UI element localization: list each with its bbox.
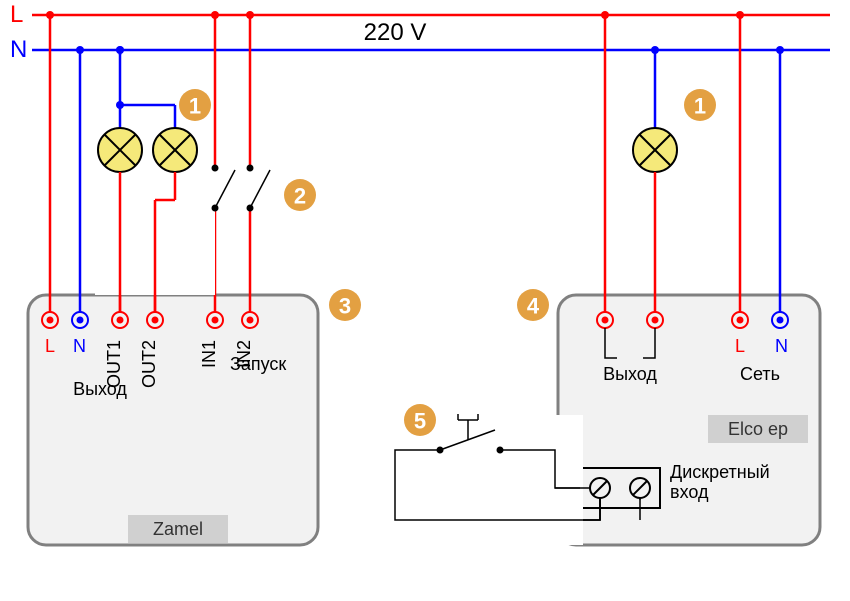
svg-text:N: N — [73, 336, 86, 356]
badge-4: 4 — [517, 289, 549, 321]
elco-L: L — [735, 336, 745, 356]
bus-L-label: L — [10, 1, 23, 28]
bus-N-label: N — [10, 36, 27, 63]
svg-text:5: 5 — [414, 409, 426, 434]
badge-1b: 1 — [684, 89, 716, 121]
elco-brand: Elco ep — [728, 419, 788, 439]
badge-1a: 1 — [179, 89, 211, 121]
svg-text:OUT2: OUT2 — [139, 340, 159, 388]
zamel-brand: Zamel — [153, 519, 203, 539]
elco-disc-label: Дискретный — [670, 462, 770, 482]
svg-text:4: 4 — [527, 294, 540, 319]
svg-text:IN2: IN2 — [234, 340, 254, 368]
svg-text:OUT1: OUT1 — [104, 340, 124, 388]
module-elco: Elco ep Выход Сеть L N Дискретный вход — [558, 295, 820, 545]
badge-3: 3 — [329, 289, 361, 321]
bus-voltage: 220 V — [364, 19, 427, 46]
svg-text:IN1: IN1 — [199, 340, 219, 368]
wiring-diagram: L N 220 V Zamel Выход Запуск L N OUT1 OU… — [0, 0, 850, 601]
svg-text:2: 2 — [294, 184, 306, 209]
elco-out-label: Выход — [603, 364, 657, 384]
elco-net-label: Сеть — [740, 364, 780, 384]
elco-N: N — [775, 336, 788, 356]
elco-wires — [601, 11, 784, 312]
svg-text:3: 3 — [339, 294, 351, 319]
svg-text:1: 1 — [694, 94, 706, 119]
badge-2: 2 — [284, 179, 316, 211]
svg-text:1: 1 — [189, 94, 201, 119]
module-zamel: Zamel Выход Запуск — [28, 295, 318, 545]
badge-5: 5 — [404, 404, 436, 436]
switch-2 — [246, 11, 270, 212]
svg-text:вход: вход — [670, 482, 709, 502]
svg-text:L: L — [45, 336, 55, 356]
